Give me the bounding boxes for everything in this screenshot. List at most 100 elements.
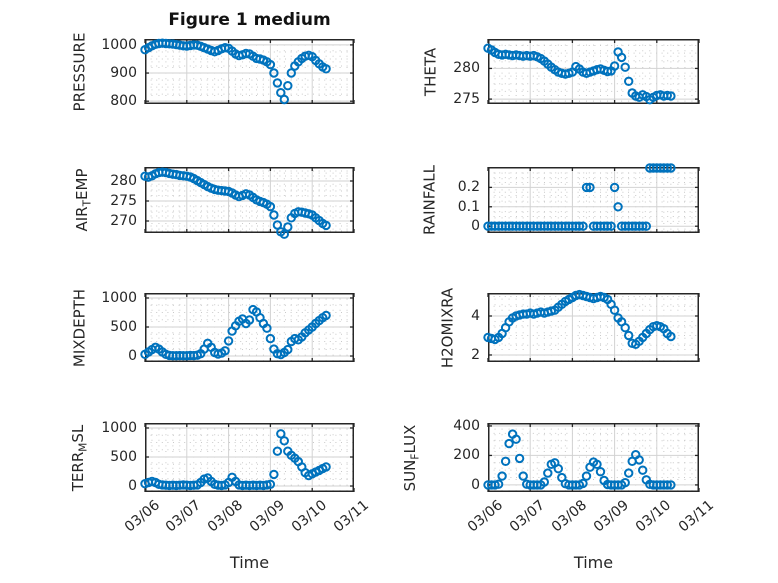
plot-area	[483, 163, 700, 233]
y-tick-label: 500	[110, 449, 137, 465]
y-tick-label: 0	[471, 218, 480, 235]
y-tick-label: 0.2	[457, 179, 480, 196]
data-point	[514, 453, 525, 464]
data-point	[613, 202, 623, 212]
data-point	[244, 315, 255, 325]
x-axis-label-right: Time	[573, 553, 614, 572]
y-tick-label: 1000	[101, 419, 137, 436]
data-point	[269, 469, 279, 480]
y-tick-label: 0.1	[457, 198, 480, 215]
y-tick-label: 0	[471, 476, 480, 493]
x-tick-label: 03/11	[330, 497, 372, 536]
data-point	[666, 331, 676, 342]
data-point	[578, 478, 588, 489]
plot-area	[140, 38, 355, 105]
data-point	[616, 52, 627, 63]
data-point	[265, 333, 276, 344]
x-tick-label: 03/08	[548, 497, 591, 536]
data-point	[624, 468, 634, 478]
data-point	[609, 305, 620, 315]
data-point	[578, 221, 588, 231]
data-point	[662, 480, 673, 490]
data-point	[269, 210, 279, 220]
data-point	[276, 429, 286, 439]
y-tick-label: 900	[110, 65, 137, 82]
y-axis-label-text: MIXDEPTH	[70, 288, 89, 367]
data-point	[223, 336, 234, 346]
data-point	[666, 163, 676, 173]
y-axis-label: TERRMSL	[69, 424, 90, 491]
data-point	[497, 471, 507, 481]
y-tick-label: 400	[453, 417, 480, 434]
x-tick-label: 03/09	[591, 497, 633, 536]
subplot-air-temp	[140, 167, 355, 239]
data-point	[609, 182, 620, 193]
x-tick-label: 03/07	[163, 497, 205, 536]
plot-area	[140, 423, 355, 492]
data-point	[283, 81, 293, 91]
y-axis-label-text: AIR	[73, 206, 91, 232]
y-tick-label: 0	[128, 478, 137, 495]
x-tick-label: 03/08	[205, 497, 247, 536]
data-point	[265, 59, 276, 70]
data-point	[321, 64, 331, 74]
data-point	[595, 467, 606, 477]
y-axis-label: RAINFALL	[421, 165, 439, 235]
y-axis-label-text: EMP	[73, 168, 91, 200]
data-point	[666, 91, 676, 101]
y-axis-label: PRESSURE	[70, 32, 89, 111]
data-point	[543, 468, 553, 478]
y-axis-label-subscript: F	[409, 453, 422, 460]
y-axis-label-text: LUX	[401, 424, 419, 454]
data-point	[283, 222, 293, 232]
subplot-theta	[483, 39, 700, 105]
y-axis-label-text: THETA	[421, 47, 440, 96]
data-point	[581, 182, 592, 193]
subplot-rainfall	[483, 163, 700, 233]
data-point	[602, 221, 613, 231]
data-point	[638, 221, 648, 231]
data-point	[279, 94, 290, 105]
data-point	[283, 344, 293, 355]
data-point	[265, 201, 276, 212]
data-point	[279, 436, 290, 446]
y-tick-label: 275	[110, 193, 137, 209]
y-axis-label: THETA	[421, 47, 440, 96]
data-point	[321, 462, 331, 472]
x-tick-label: 03/11	[675, 497, 717, 536]
data-point	[574, 221, 585, 231]
data-point	[666, 480, 676, 490]
y-axis-label-text: TERR	[69, 451, 87, 491]
data-point	[269, 68, 279, 78]
subplot-h2omixra	[483, 289, 700, 362]
x-tick-label: 03/07	[506, 497, 548, 536]
y-axis-label: SUNFLUX	[401, 424, 422, 491]
y-axis-label-text: H2OMIXRA	[438, 287, 457, 368]
data-point	[606, 221, 616, 231]
data-point	[624, 330, 634, 341]
subplot-mixdepth	[140, 293, 355, 362]
y-tick-label: 800	[110, 93, 137, 110]
data-point	[662, 90, 673, 101]
y-tick-label: 200	[453, 447, 480, 464]
y-axis-label: H2OMIXRA	[438, 287, 457, 368]
subplot-sun-flux	[483, 423, 700, 492]
plot-area	[483, 289, 700, 362]
data-point	[620, 323, 630, 333]
data-point	[272, 446, 283, 456]
data-point	[641, 221, 652, 231]
data-point	[272, 78, 283, 88]
y-axis-label-text: PRESSURE	[70, 32, 89, 111]
y-tick-label: 2	[471, 346, 480, 363]
x-tick-label: 03/09	[246, 497, 289, 536]
data-point	[624, 76, 634, 86]
data-point	[220, 346, 230, 356]
data-point	[511, 434, 521, 444]
y-tick-label: 1000	[101, 289, 137, 306]
plot-area	[140, 167, 355, 239]
data-point	[262, 323, 272, 333]
data-point	[662, 163, 673, 173]
data-point	[265, 479, 276, 489]
y-tick-label: 280	[453, 60, 480, 77]
